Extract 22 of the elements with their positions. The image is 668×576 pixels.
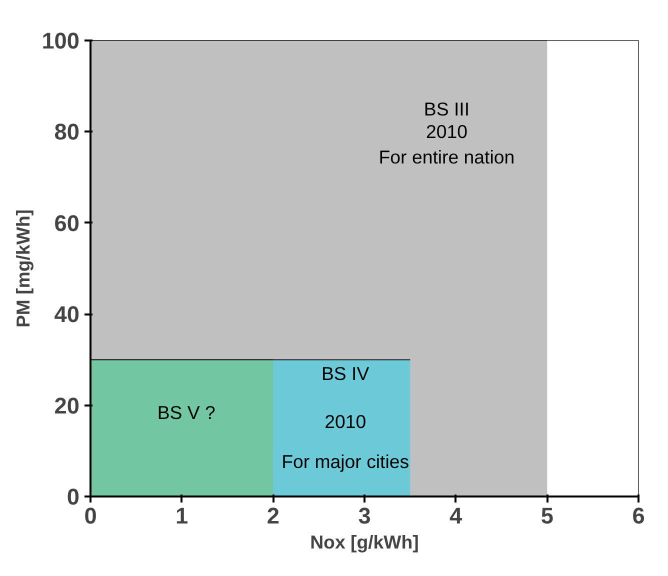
annotation: For entire nation — [378, 146, 515, 168]
y-tick-label: 0 — [66, 484, 80, 510]
x-tick-label: 4 — [450, 502, 463, 528]
annotation: BS V ? — [157, 402, 216, 424]
y-tick-label: 40 — [54, 301, 80, 328]
annotation: 2010 — [324, 410, 366, 432]
x-tick-label: 5 — [540, 502, 554, 528]
y-axis-title: PM [mg/kWh] — [12, 209, 34, 328]
x-tick-label: 3 — [358, 502, 371, 528]
annotation: BS IV — [321, 362, 370, 384]
y-tick-label: 80 — [54, 118, 80, 145]
x-tick-label: 2 — [266, 502, 280, 528]
y-tick-label: 60 — [54, 210, 80, 236]
x-tick-label: 6 — [632, 502, 645, 528]
x-tick-label: 1 — [176, 502, 188, 528]
x-tick-label: 0 — [84, 502, 97, 528]
y-tick-label: 20 — [54, 392, 80, 418]
annotation: 2010 — [426, 121, 468, 142]
y-tick-label: 100 — [42, 28, 80, 54]
annotation: BS III — [424, 98, 470, 120]
annotation: For major cities — [282, 450, 410, 472]
x-axis-title: Nox [g/kWh] — [310, 532, 419, 552]
